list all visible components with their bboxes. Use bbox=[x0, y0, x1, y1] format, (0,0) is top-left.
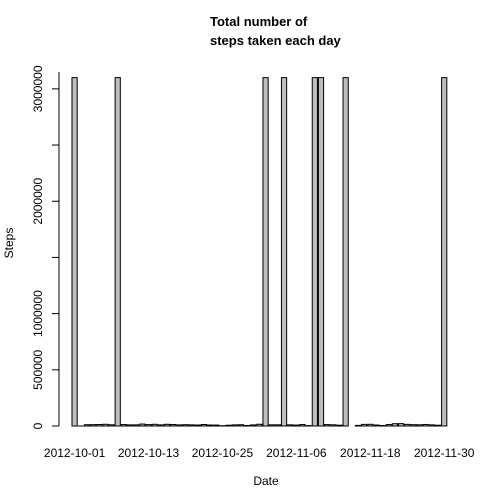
bar-2012-11-02 bbox=[268, 424, 275, 427]
bar-2012-11-01 bbox=[262, 77, 269, 427]
bar-2012-10-03 bbox=[83, 424, 91, 427]
bar-2012-11-28 bbox=[428, 424, 435, 427]
bar-2012-10-20 bbox=[188, 424, 195, 427]
bar-2012-10-19 bbox=[182, 424, 189, 427]
bar-2012-11-26 bbox=[416, 424, 423, 427]
bar-2012-11-13 bbox=[336, 424, 343, 427]
bar-2012-10-23 bbox=[207, 424, 214, 427]
bar-2012-10-17 bbox=[170, 423, 177, 427]
x-tick-labels-group: 2012-10-01 2012-10-13 2012-10-25 2012-11-06… bbox=[44, 446, 475, 460]
bar-2012-11-25 bbox=[410, 424, 417, 427]
bar-2012-10-05 bbox=[96, 424, 103, 427]
x-tick-label: 2012-10-01 bbox=[44, 446, 106, 460]
bar-2012-10-07 bbox=[108, 424, 115, 427]
bar-2012-11-22 bbox=[391, 423, 399, 427]
bar-2012-11-24 bbox=[404, 423, 411, 427]
bar-2012-11-12 bbox=[330, 424, 337, 427]
x-tick-label: 2012-11-30 bbox=[414, 446, 475, 460]
x-tick-label: 2012-11-18 bbox=[340, 446, 401, 460]
bar-2012-11-05 bbox=[287, 424, 294, 427]
bar-2012-11-27 bbox=[422, 423, 429, 427]
bar-2012-10-14 bbox=[151, 423, 158, 427]
bar-2012-10-06 bbox=[102, 423, 109, 427]
bar-2012-10-16 bbox=[163, 423, 171, 427]
bar-2012-10-18 bbox=[176, 424, 183, 427]
bar-2012-11-17 bbox=[361, 423, 368, 427]
bar-2012-11-29 bbox=[434, 424, 442, 427]
y-axis: 0 500000 1000000 2000000 3000000 bbox=[31, 65, 60, 429]
bar-2012-10-15 bbox=[157, 424, 164, 427]
y-tick-label: 0 bbox=[31, 422, 45, 429]
bar-2012-10-08 bbox=[114, 77, 121, 427]
chart-title-line2: steps taken each day bbox=[210, 33, 342, 48]
bar-2012-10-24 bbox=[213, 424, 220, 427]
y-tick-label: 2000000 bbox=[31, 178, 45, 225]
bar-2012-11-07 bbox=[299, 424, 306, 427]
bar-2012-11-20 bbox=[379, 425, 386, 427]
bar-2012-11-09 bbox=[311, 77, 318, 427]
bar-2012-10-22 bbox=[200, 423, 208, 427]
bar-2012-10-10 bbox=[126, 424, 134, 427]
x-tick-label: 2012-10-25 bbox=[192, 446, 254, 460]
bar-2012-10-01 bbox=[71, 77, 78, 427]
bars-group bbox=[71, 77, 448, 427]
bar-2012-11-23 bbox=[397, 423, 405, 427]
bar-2012-10-29 bbox=[243, 424, 251, 427]
bar-2012-10-12 bbox=[139, 423, 146, 427]
bar-2012-10-21 bbox=[194, 424, 201, 427]
y-tick-label: 3000000 bbox=[31, 65, 45, 112]
bar-2012-11-06 bbox=[293, 424, 300, 427]
bar-2012-11-19 bbox=[373, 424, 380, 427]
bar-2012-10-04 bbox=[89, 424, 97, 427]
bar-2012-10-27 bbox=[231, 424, 238, 427]
bar-2012-11-11 bbox=[324, 424, 331, 427]
bar-2012-10-09 bbox=[120, 424, 127, 427]
bar-2012-10-31 bbox=[256, 423, 263, 427]
x-axis-label: Date bbox=[253, 474, 279, 488]
bar-2012-11-14 bbox=[342, 77, 349, 427]
bar-2012-11-16 bbox=[354, 424, 362, 427]
y-tick-label: 500000 bbox=[31, 349, 45, 389]
bar-2012-10-13 bbox=[145, 424, 152, 427]
bar-2012-11-03 bbox=[274, 424, 281, 427]
bar-2012-11-10 bbox=[317, 77, 325, 427]
chart-title-line1: Total number of bbox=[210, 14, 308, 29]
bar-2012-10-26 bbox=[225, 424, 232, 427]
bar-2012-11-18 bbox=[367, 423, 374, 427]
bar-2012-10-30 bbox=[250, 424, 257, 427]
bar-2012-11-04 bbox=[280, 77, 288, 427]
bar-2012-11-21 bbox=[385, 424, 392, 427]
y-ticks-group: 0 500000 1000000 2000000 3000000 bbox=[31, 65, 59, 429]
y-axis-label: Steps bbox=[2, 228, 16, 259]
x-tick-label: 2012-11-06 bbox=[266, 446, 327, 460]
bar-2012-11-30 bbox=[441, 77, 448, 427]
bar-2012-10-11 bbox=[133, 424, 140, 427]
x-tick-label: 2012-10-13 bbox=[118, 446, 180, 460]
bar-2012-10-28 bbox=[237, 424, 245, 427]
y-tick-label: 1000000 bbox=[31, 290, 45, 337]
